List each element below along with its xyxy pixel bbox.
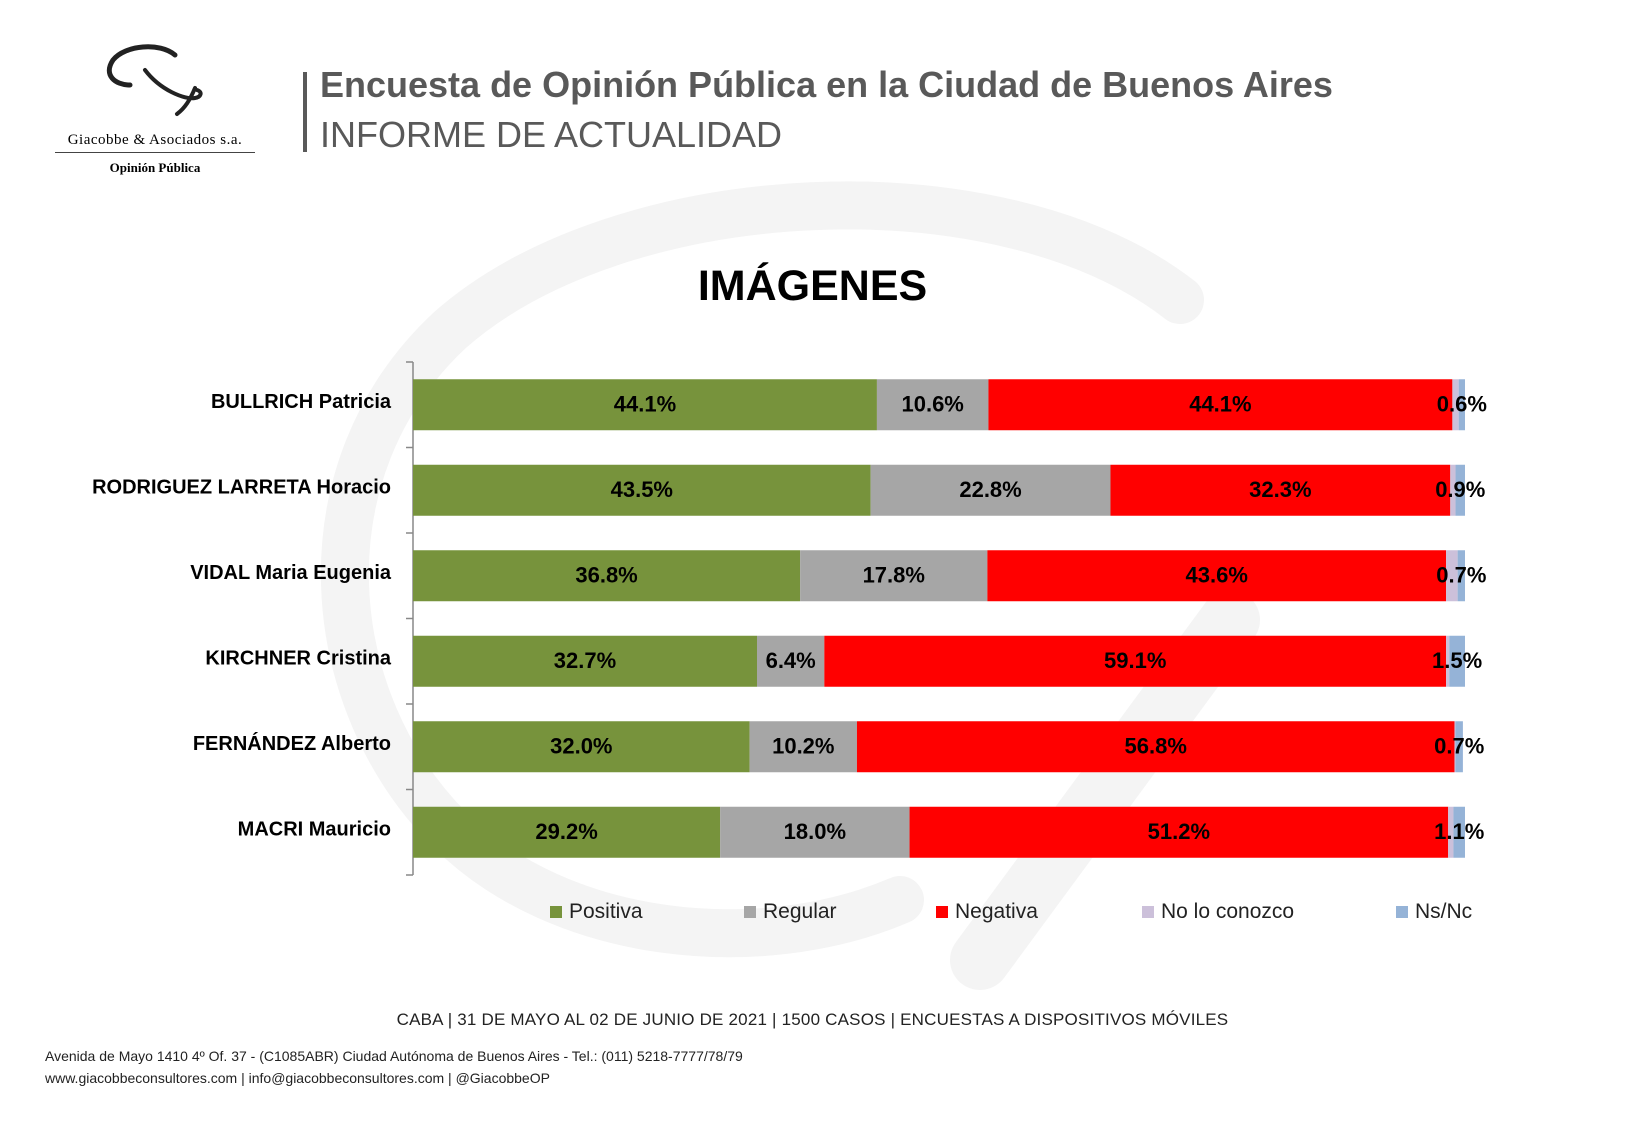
legend-swatch	[936, 906, 948, 918]
footer-contact: www.giacobbeconsultores.com | info@giaco…	[45, 1070, 550, 1086]
header-divider	[303, 72, 307, 152]
bar-segment	[1446, 550, 1458, 602]
bar-segment	[413, 635, 758, 687]
legend-label: No lo conozco	[1161, 900, 1295, 923]
bar-segment	[413, 464, 871, 516]
bar-segment	[1455, 721, 1463, 773]
legend-swatch	[1142, 906, 1154, 918]
legend-label: Positiva	[569, 900, 643, 923]
legend-item: No lo conozco	[1142, 900, 1294, 924]
data-label: 0.9%	[1435, 477, 1485, 502]
category-label: KIRCHNER Cristina	[205, 648, 391, 670]
bar-segment	[876, 379, 989, 431]
bar-segment	[720, 806, 910, 858]
category-label: BULLRICH Patricia	[211, 391, 392, 413]
page-title: Encuesta de Opinión Pública en la Ciudad…	[320, 64, 1333, 105]
bar-segment	[988, 379, 1453, 431]
bar-segment	[870, 464, 1111, 516]
legend-label: Ns/Nc	[1415, 900, 1473, 923]
data-label: 43.5%	[611, 477, 673, 502]
data-label: 10.2%	[772, 734, 834, 759]
data-label: 36.8%	[575, 563, 637, 588]
bar-segment	[413, 721, 750, 773]
bar-segment	[1449, 635, 1465, 687]
data-label: 59.1%	[1104, 648, 1166, 673]
data-label: 0.7%	[1436, 563, 1486, 588]
data-label: 17.8%	[863, 563, 925, 588]
category-label: FERNÁNDEZ Alberto	[193, 732, 391, 755]
bar-segment	[1452, 379, 1459, 431]
legend-item: Negativa	[936, 900, 1038, 924]
data-label: 44.1%	[1189, 392, 1251, 417]
data-label: 18.0%	[784, 819, 846, 844]
bar-segment	[749, 721, 857, 773]
logo-tagline: Opinión Pública	[109, 160, 201, 175]
bar-segment	[1455, 464, 1465, 516]
legend-item: Positiva	[550, 900, 643, 924]
data-label: 1.5%	[1432, 648, 1482, 673]
legend-swatch	[550, 906, 562, 918]
bar-segment	[1110, 464, 1451, 516]
bar-segment	[1457, 550, 1465, 602]
bar-segment	[757, 635, 825, 687]
bar-segment	[987, 550, 1447, 602]
bar-segment	[824, 635, 1447, 687]
legend-label: Regular	[763, 900, 837, 923]
data-label: 1.1%	[1434, 819, 1484, 844]
bar-segment	[909, 806, 1449, 858]
legend-item: Ns/Nc	[1396, 900, 1472, 924]
bar-segment	[413, 806, 721, 858]
chart-legend: Positiva Regular Negativa No lo conozco Ns/N…	[0, 900, 1625, 930]
data-label: 43.6%	[1186, 563, 1248, 588]
data-label: 10.6%	[901, 392, 963, 417]
data-label: 44.1%	[614, 392, 676, 417]
legend-swatch	[744, 906, 756, 918]
legend-item: Regular	[744, 900, 837, 924]
chart-title: IMÁGENES	[697, 262, 928, 310]
data-label: 32.7%	[554, 648, 616, 673]
category-label: MACRI Mauricio	[238, 819, 391, 841]
logo-mark-icon	[106, 44, 203, 116]
category-label: RODRIGUEZ LARRETA Horacio	[92, 477, 391, 499]
legend-label: Negativa	[955, 900, 1038, 923]
bar-segment	[800, 550, 988, 602]
data-label: 0.6%	[1437, 392, 1487, 417]
data-label: 0.7%	[1434, 734, 1484, 759]
data-label: 32.3%	[1249, 477, 1311, 502]
survey-info: CABA | 31 DE MAYO AL 02 DE JUNIO DE 2021…	[396, 1010, 1229, 1029]
footer-address: Avenida de Mayo 1410 4º Of. 37 - (C1085A…	[45, 1048, 743, 1064]
category-label: VIDAL Maria Eugenia	[190, 562, 392, 584]
stacked-bar-chart: BULLRICH Patricia 44.1% 10.6% 44.1% 0.6% RODR…	[92, 361, 1487, 876]
bar-segment	[1450, 464, 1456, 516]
bar-segment	[1453, 806, 1465, 858]
data-label: 32.0%	[550, 734, 612, 759]
bar-segment	[1458, 379, 1465, 431]
bar-segment	[856, 721, 1455, 773]
bar-segment	[1454, 721, 1456, 773]
data-label: 22.8%	[959, 477, 1021, 502]
bar-segment	[413, 379, 877, 431]
data-label: 56.8%	[1125, 734, 1187, 759]
bar-segment	[1446, 635, 1450, 687]
data-label: 6.4%	[766, 648, 816, 673]
logo-company-name: Giacobbe & Asociados s.a.	[55, 132, 255, 153]
bar-segment	[413, 550, 801, 602]
bar-segment	[1448, 806, 1454, 858]
company-logo: Giacobbe & Asociados s.a. Opinión Públic…	[50, 40, 260, 190]
data-label: 29.2%	[535, 819, 597, 844]
legend-swatch	[1396, 906, 1408, 918]
page-subtitle: INFORME DE ACTUALIDAD	[320, 114, 783, 155]
data-label: 51.2%	[1148, 819, 1210, 844]
